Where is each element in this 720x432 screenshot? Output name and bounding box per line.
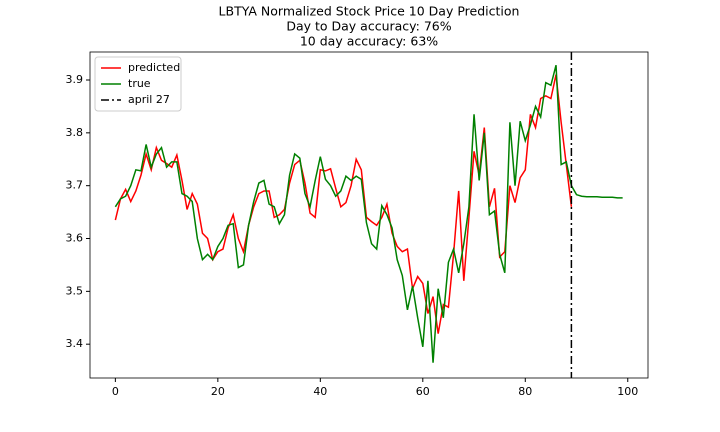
y-tick-label: 3.4: [66, 337, 84, 350]
y-tick-label: 3.5: [66, 284, 84, 297]
x-tick-label: 60: [416, 385, 430, 398]
x-tick-label: 100: [617, 385, 638, 398]
plot-frame: [89, 51, 649, 379]
chart-title: LBTYA Normalized Stock Price 10 Day Pred…: [219, 4, 520, 19]
legend-label: april 27: [128, 93, 170, 106]
legend-label: predicted: [128, 61, 180, 74]
y-tick-label: 3.6: [66, 232, 84, 245]
x-tick-label: 40: [313, 385, 327, 398]
data-line: [114, 74, 573, 334]
chart-subtitle: Day to Day accuracy: 76%: [286, 19, 451, 34]
legend-box: [94, 56, 182, 112]
chart-subtitle: 10 day accuracy: 63%: [300, 34, 438, 49]
x-tick-label: 0: [112, 385, 119, 398]
data-line: [114, 65, 623, 363]
y-tick-label: 3.9: [66, 73, 84, 86]
x-tick-label: 20: [211, 385, 225, 398]
y-tick-label: 3.7: [66, 179, 84, 192]
y-tick-label: 3.8: [66, 126, 84, 139]
x-tick-label: 80: [518, 385, 532, 398]
legend-label: true: [128, 77, 151, 90]
